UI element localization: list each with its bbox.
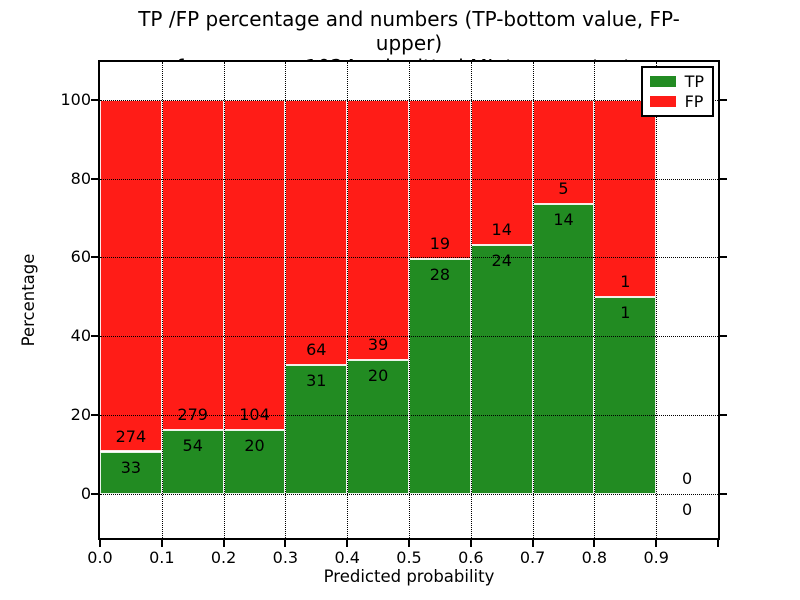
- xtick-label-0.7: 0.7: [519, 548, 546, 567]
- xtick-0.1: [160, 540, 163, 547]
- xtick-0.9: [655, 540, 658, 547]
- ytick-left-60: [91, 256, 98, 259]
- gridline-x-0.9: [656, 62, 658, 538]
- tp-count-label-7: 14: [553, 209, 574, 229]
- bar-value-labels-layer: 274 33 279 54 104 20 64 31 39 20 19 28 14 24 5 14 1 1 0 0: [100, 62, 718, 538]
- ytick-label-80: 80: [70, 168, 91, 188]
- tp-count-label-9: 0: [682, 499, 693, 519]
- ytick-right-80: [720, 177, 727, 180]
- bars-layer: [100, 62, 718, 538]
- fp-count-label-5: 19: [429, 234, 451, 254]
- tp-count-label-3: 31: [306, 371, 327, 391]
- ytick-label-40: 40: [70, 326, 91, 346]
- fp-count-label-3: 64: [306, 340, 327, 360]
- xtick-0.8: [593, 540, 596, 547]
- bar-tp-4: [347, 360, 409, 494]
- tp-count-label-2: 20: [244, 436, 265, 456]
- bar-tp-6: [470, 245, 533, 494]
- tp-count-label-6: 24: [491, 251, 512, 270]
- gridline-x-0.7: [532, 62, 534, 538]
- xtick-label-0.8: 0.8: [581, 548, 608, 567]
- xtick-0.6: [469, 540, 472, 547]
- tp-count-label-0: 33: [120, 457, 142, 477]
- xtick-0.4: [346, 540, 349, 547]
- bar-fp-3: [285, 99, 348, 366]
- legend-label-tp: TP: [684, 72, 704, 91]
- xtick-label-0.1: 0.1: [149, 548, 175, 567]
- xtick-label-0.4: 0.4: [334, 548, 360, 567]
- gridline-x-0.8: [594, 62, 596, 538]
- gridline-x-0.3: [285, 62, 287, 538]
- gridline-x-0.4: [347, 62, 349, 538]
- legend-entry-tp: TP: [649, 72, 704, 91]
- tp-count-label-4: 20: [367, 366, 389, 386]
- ytick-left-100: [91, 98, 98, 101]
- tp-count-label-8: 1: [620, 302, 631, 322]
- legend-label-fp: FP: [684, 92, 704, 111]
- ytick-right-20: [720, 414, 727, 417]
- legend-swatch-tp: [649, 76, 676, 87]
- ytick-label-60: 60: [70, 247, 91, 267]
- xtick-label-0.2: 0.2: [210, 548, 237, 567]
- fp-count-label-1: 279: [177, 404, 208, 424]
- grid-layer: [100, 62, 718, 538]
- ytick-label-0: 0: [80, 483, 91, 503]
- xtick-label-0.5: 0.5: [396, 548, 422, 567]
- xtick-0.7: [531, 540, 534, 547]
- bar-fp-8: [594, 99, 657, 297]
- ytick-left-0: [91, 492, 98, 495]
- ytick-left-80: [91, 177, 98, 180]
- ytick-label-100: 100: [60, 89, 91, 109]
- xtick-label-0.0: 0.0: [87, 548, 113, 567]
- chart-title-line1: TP /FP percentage and numbers (TP-bottom…: [138, 7, 680, 55]
- plot-area: 274 33 279 54 104 20 64 31 39 20 19 28 14 24 5 14 1 1 0 0 T…: [98, 60, 720, 540]
- ytick-right-100: [720, 98, 727, 101]
- xtick-label-0.3: 0.3: [272, 548, 299, 567]
- tp-count-label-5: 28: [429, 265, 451, 285]
- y-axis-title: Percentage: [19, 253, 38, 347]
- xtick-0.5: [408, 540, 410, 547]
- bar-fp-0: [100, 99, 162, 452]
- tp-count-label-1: 54: [182, 435, 203, 455]
- xtick-0.3: [284, 540, 287, 547]
- ytick-left-20: [91, 414, 98, 417]
- gridline-x-0.6: [470, 62, 472, 538]
- xtick-0.2: [222, 540, 225, 547]
- x-axis-title: Predicted probability: [323, 567, 495, 586]
- legend: TP FP: [640, 66, 714, 117]
- fp-count-label-2: 104: [239, 405, 270, 425]
- gridline-x-0.2: [223, 62, 225, 538]
- gridline-x-0.5: [409, 62, 410, 538]
- ytick-label-20: 20: [70, 405, 91, 425]
- fp-count-label-0: 274: [115, 426, 147, 446]
- ytick-left-40: [91, 335, 98, 338]
- fp-count-label-7: 5: [558, 178, 569, 198]
- xtick-0.0: [99, 540, 101, 547]
- bar-tp-0: [100, 451, 162, 494]
- fp-count-label-8: 1: [620, 271, 631, 291]
- gridline-x-0.1: [161, 62, 163, 538]
- xtick-1: [717, 540, 719, 547]
- bar-fp-7: [532, 99, 595, 204]
- legend-swatch-fp: [649, 96, 676, 107]
- fp-count-label-9: 0: [682, 468, 693, 488]
- xtick-label-0.6: 0.6: [458, 548, 484, 567]
- legend-entry-fp: FP: [649, 92, 704, 111]
- fp-count-label-6: 14: [491, 220, 512, 239]
- ytick-right-60: [720, 256, 727, 259]
- bar-tp-8: [594, 296, 657, 494]
- ytick-right-0: [720, 492, 727, 495]
- bar-tp-7: [532, 203, 595, 494]
- bar-tp-3: [285, 365, 348, 494]
- fp-count-label-4: 39: [367, 335, 389, 355]
- xtick-label-0.9: 0.9: [643, 548, 669, 567]
- ytick-right-40: [720, 335, 727, 338]
- bar-fp-6: [470, 99, 533, 245]
